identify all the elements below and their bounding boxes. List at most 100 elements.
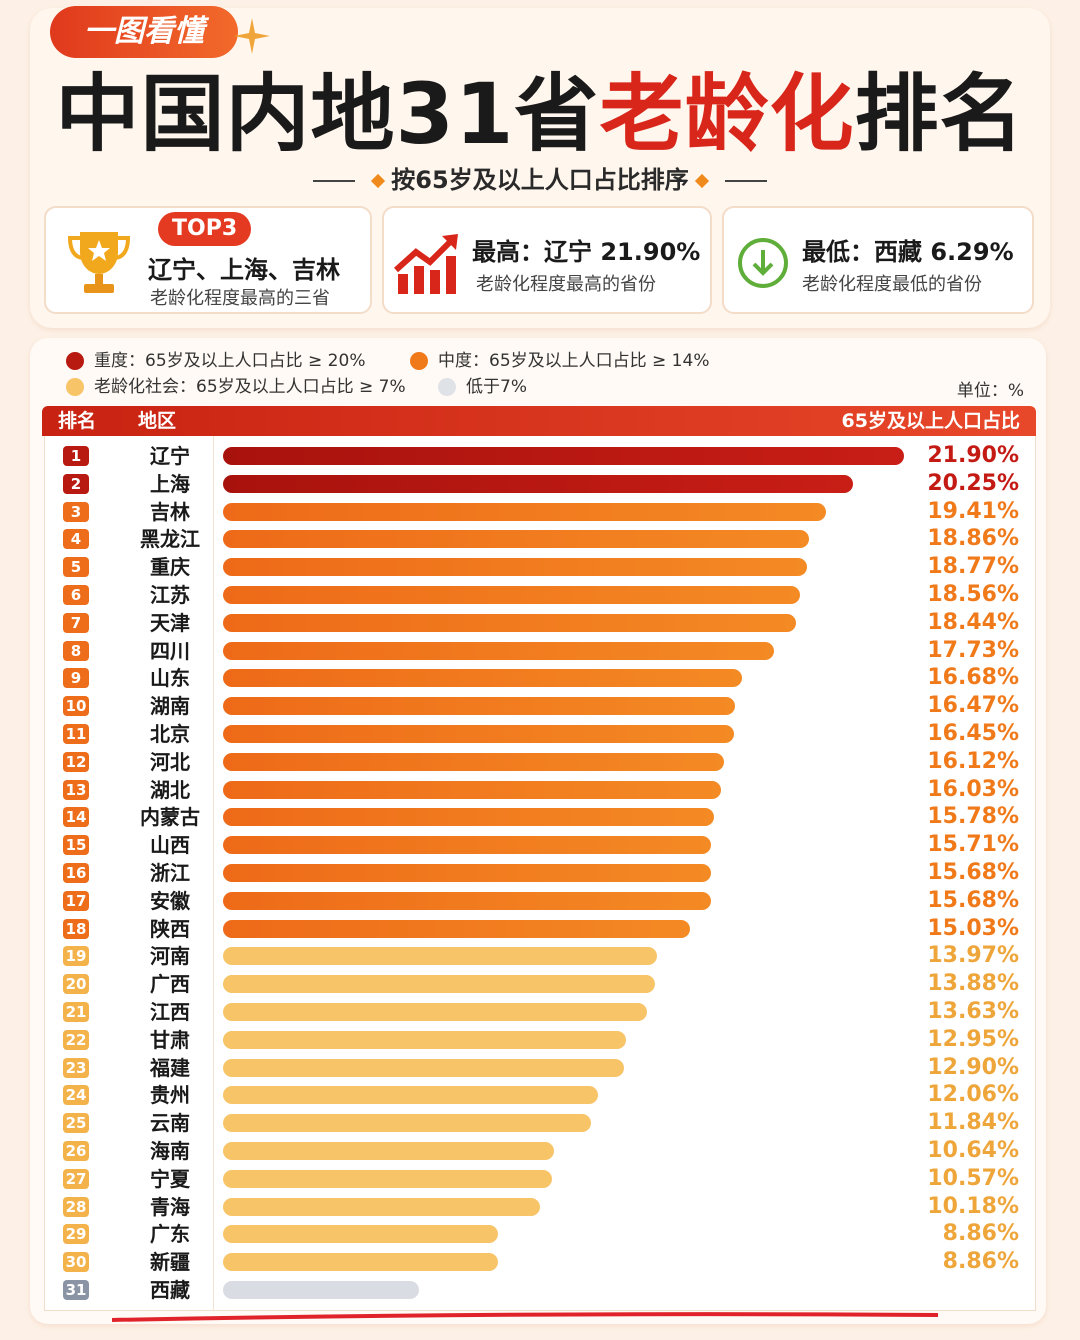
legend-below: 低于7% bbox=[438, 376, 527, 398]
rank-badge: 31 bbox=[63, 1280, 89, 1301]
bar bbox=[223, 474, 853, 493]
rank-badge: 26 bbox=[63, 1141, 89, 1162]
region-label: 青海 bbox=[150, 1194, 190, 1219]
rank-badge: 19 bbox=[63, 946, 89, 967]
subtitle-text: 按65岁及以上人口占比排序 bbox=[391, 166, 689, 194]
legend-severe-label: 重度：65岁及以上人口占比 ≥ 20% bbox=[94, 351, 366, 371]
region-label: 广东 bbox=[150, 1222, 190, 1247]
top3-title: 辽宁、上海、吉林 bbox=[148, 256, 340, 284]
bar bbox=[223, 975, 655, 994]
rank-badge: 18 bbox=[63, 918, 89, 939]
region-label: 吉林 bbox=[150, 499, 190, 524]
bar bbox=[223, 808, 714, 827]
table-row: 31 西藏 bbox=[45, 1276, 1035, 1304]
value-label: 13.63% bbox=[927, 999, 1019, 1025]
down-arrow-icon bbox=[738, 238, 788, 288]
highest-desc: 老龄化程度最高的省份 bbox=[476, 274, 656, 295]
value-label: 10.18% bbox=[927, 1193, 1019, 1219]
value-label: 21.90% bbox=[927, 442, 1019, 468]
value-label: 15.68% bbox=[927, 859, 1019, 885]
table-row: 16 浙江 15.68% bbox=[45, 859, 1035, 887]
rank-badge: 20 bbox=[63, 974, 89, 995]
rank-badge: 30 bbox=[63, 1252, 89, 1273]
region-label: 宁夏 bbox=[150, 1166, 190, 1191]
rank-badge: 11 bbox=[63, 723, 89, 744]
red-underline bbox=[111, 1312, 939, 1322]
table-row: 29 广东 8.86% bbox=[45, 1221, 1035, 1249]
table-row: 26 海南 10.64% bbox=[45, 1137, 1035, 1165]
rank-badge: 13 bbox=[63, 779, 89, 800]
bar bbox=[223, 1058, 625, 1077]
rank-badge: 17 bbox=[63, 890, 89, 911]
bar bbox=[223, 669, 742, 688]
rank-badge: 6 bbox=[63, 584, 89, 605]
rank-badge: 22 bbox=[63, 1029, 89, 1050]
bar bbox=[223, 697, 736, 716]
bar bbox=[223, 1169, 552, 1188]
rank-badge: 1 bbox=[63, 445, 89, 466]
region-label: 海南 bbox=[150, 1139, 190, 1164]
value-label: 16.47% bbox=[927, 693, 1019, 719]
table-row: 17 安徽 15.68% bbox=[45, 887, 1035, 915]
legend-dot-aging bbox=[66, 378, 84, 396]
column-divider bbox=[213, 436, 214, 1310]
bar bbox=[223, 1225, 499, 1244]
legend-dot-moderate bbox=[410, 352, 428, 370]
page-title: 中国内地31省老龄化排名 bbox=[0, 64, 1080, 164]
value-label: 15.03% bbox=[927, 915, 1019, 941]
value-label: 16.03% bbox=[927, 776, 1019, 802]
header-value: 65岁及以上人口占比 bbox=[841, 410, 1020, 432]
top3-card: TOP3 辽宁、上海、吉林 老龄化程度最高的三省 bbox=[44, 206, 372, 314]
region-label: 山西 bbox=[150, 833, 190, 858]
bar bbox=[223, 1030, 626, 1049]
rank-badge: 14 bbox=[63, 807, 89, 828]
bar bbox=[223, 891, 711, 910]
rank-badge: 2 bbox=[63, 473, 89, 494]
header-badge: 一图看懂 bbox=[50, 6, 238, 58]
bar bbox=[223, 446, 904, 465]
rank-badge: 27 bbox=[63, 1168, 89, 1189]
rank-badge: 4 bbox=[63, 529, 89, 550]
region-label: 上海 bbox=[150, 471, 190, 496]
bar bbox=[223, 780, 722, 799]
value-label: 16.12% bbox=[927, 748, 1019, 774]
value-label: 15.78% bbox=[927, 804, 1019, 830]
rising-chart-icon bbox=[393, 234, 458, 294]
rank-badge: 16 bbox=[63, 862, 89, 883]
region-label: 北京 bbox=[150, 721, 190, 746]
bar bbox=[223, 1197, 540, 1216]
table-row: 15 山西 15.71% bbox=[45, 831, 1035, 859]
region-label: 湖南 bbox=[150, 694, 190, 719]
value-label: 17.73% bbox=[927, 637, 1019, 663]
bar bbox=[223, 752, 725, 771]
table-row: 5 重庆 18.77% bbox=[45, 553, 1035, 581]
value-label: 18.86% bbox=[927, 526, 1019, 552]
bar bbox=[223, 947, 658, 966]
region-label: 黑龙江 bbox=[140, 527, 200, 552]
legend-moderate: 中度：65岁及以上人口占比 ≥ 14% bbox=[410, 350, 709, 372]
table-row: 1 辽宁 21.90% bbox=[45, 442, 1035, 470]
value-label: 19.41% bbox=[927, 498, 1019, 524]
lowest-title: 最低：西藏 6.29% bbox=[802, 238, 1014, 266]
rank-badge: 29 bbox=[63, 1224, 89, 1245]
bar bbox=[223, 1003, 647, 1022]
region-label: 福建 bbox=[150, 1055, 190, 1080]
table-row: 12 河北 16.12% bbox=[45, 748, 1035, 776]
bar bbox=[223, 919, 691, 938]
top3-desc: 老龄化程度最高的三省 bbox=[150, 288, 330, 309]
bar bbox=[223, 641, 775, 660]
value-label: 15.68% bbox=[927, 887, 1019, 913]
value-label: 13.88% bbox=[927, 971, 1019, 997]
value-label: 10.57% bbox=[927, 1165, 1019, 1191]
region-label: 新疆 bbox=[150, 1250, 190, 1275]
highest-title: 最高：辽宁 21.90% bbox=[472, 238, 701, 266]
bar bbox=[223, 1281, 419, 1300]
region-label: 河北 bbox=[150, 749, 190, 774]
legend-below-label: 低于7% bbox=[466, 377, 527, 397]
value-label: 16.68% bbox=[927, 665, 1019, 691]
rank-badge: 23 bbox=[63, 1057, 89, 1078]
value-label: 15.71% bbox=[927, 832, 1019, 858]
table-row: 20 广西 13.88% bbox=[45, 970, 1035, 998]
bar bbox=[223, 836, 712, 855]
region-label: 江苏 bbox=[150, 582, 190, 607]
